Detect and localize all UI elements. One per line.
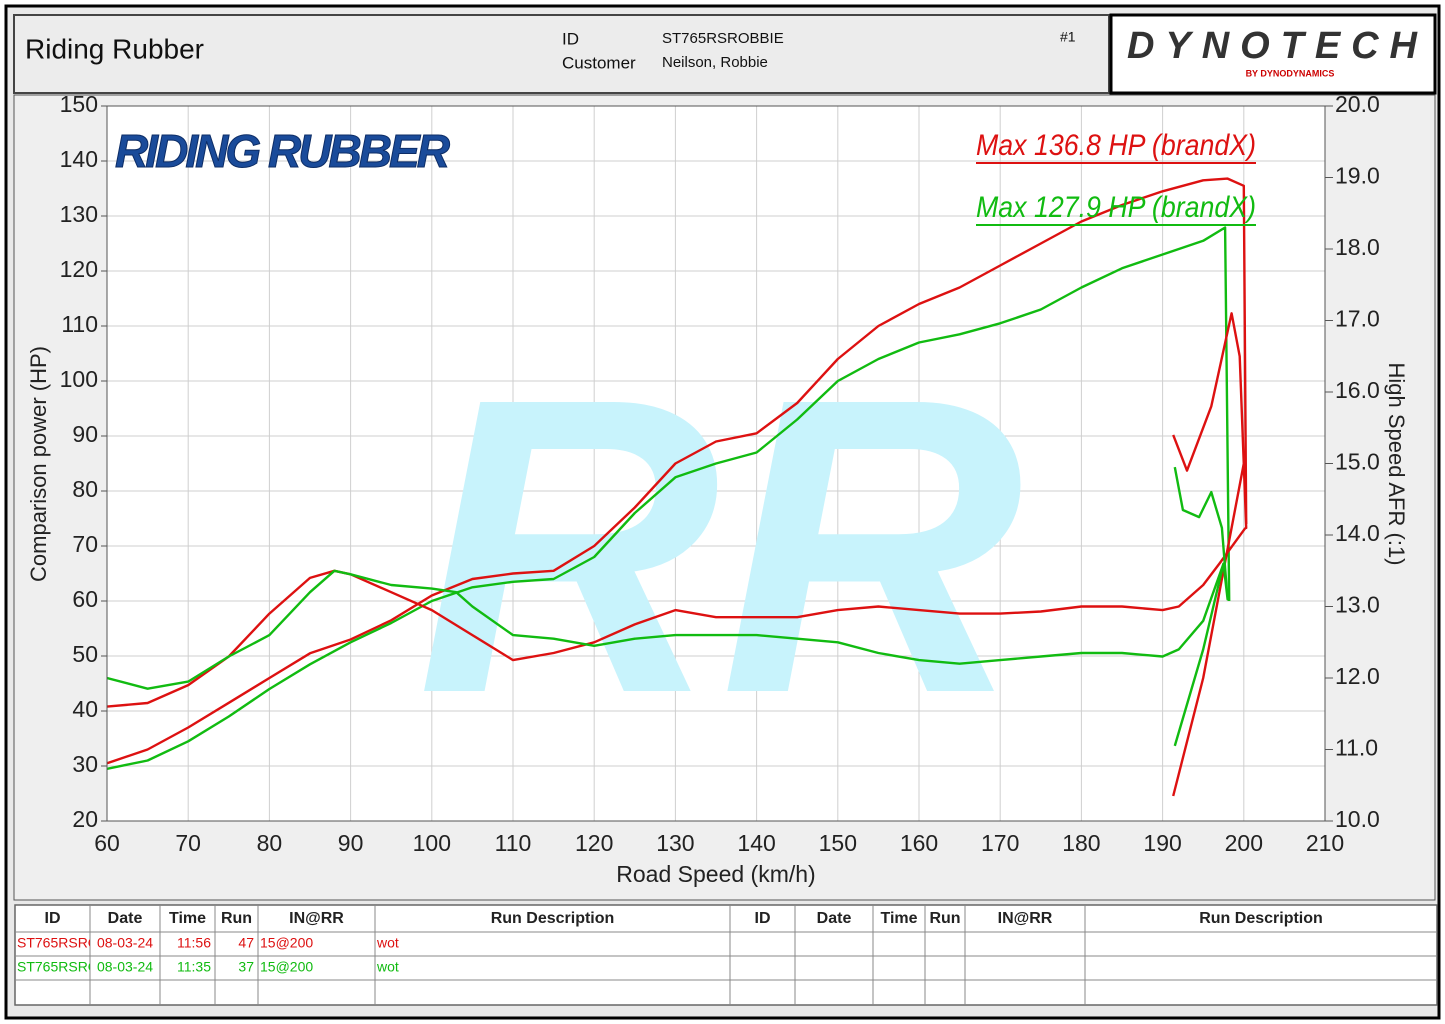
table-cell: 15@200	[260, 959, 313, 975]
y2-tick-label: 19.0	[1335, 163, 1380, 189]
table-header: IN@RR	[289, 910, 344, 927]
table-cell: ST765RSROBBIE	[17, 959, 131, 975]
series-line	[107, 226, 1231, 770]
series-line	[1173, 466, 1229, 747]
y2-tick-label: 20.0	[1335, 91, 1380, 117]
y-tick-label: 90	[72, 421, 98, 447]
x-tick-label: 90	[338, 830, 364, 856]
y-tick-label: 30	[72, 751, 98, 777]
x-tick-label: 140	[737, 830, 775, 856]
table-header: IN@RR	[998, 910, 1053, 927]
table-cell: 11:56	[177, 935, 211, 951]
table-cell: wot	[376, 935, 399, 951]
x-tick-label: 150	[819, 830, 857, 856]
x-tick-label: 110	[495, 830, 532, 856]
x-tick-label: 190	[1143, 830, 1181, 856]
y2-tick-label: 13.0	[1335, 592, 1380, 618]
y2-tick-label: 12.0	[1335, 663, 1380, 689]
table-header: Time	[169, 910, 206, 927]
id-value: ST765RSROBBIE	[662, 30, 784, 47]
x-axis-title: Road Speed (km/h)	[616, 861, 815, 887]
table-cell: ST765RSROBBIE	[17, 935, 131, 951]
x-tick-label: 80	[257, 830, 283, 856]
x-tick-label: 200	[1225, 830, 1263, 856]
y2-tick-label: 17.0	[1335, 306, 1380, 332]
x-tick-label: 180	[1062, 830, 1100, 856]
table-cell: 15@200	[260, 935, 313, 951]
x-tick-label: 120	[575, 830, 613, 856]
table-cell: 11:35	[177, 959, 211, 975]
x-tick-label: 210	[1306, 830, 1344, 856]
header-box	[13, 14, 1110, 94]
y-tick-label: 20	[72, 806, 98, 832]
run-table	[14, 904, 1438, 1006]
table-cell: wot	[376, 959, 399, 975]
watermark: RR	[417, 312, 1024, 781]
y-tick-label: 40	[72, 696, 98, 722]
y-axis-title: Comparison power (HP)	[26, 346, 51, 582]
logo-box	[1109, 13, 1437, 95]
y-tick-label: 130	[60, 201, 98, 227]
table-cell: 08-03-24	[97, 935, 153, 951]
y-tick-label: 140	[60, 146, 98, 172]
dynotech-sub: BY DYNODYNAMICS	[1246, 68, 1335, 78]
x-tick-label: 60	[94, 830, 120, 856]
series-line	[107, 563, 1225, 690]
customer-value: Neilson, Robbie	[662, 54, 768, 71]
table-header: Date	[817, 910, 852, 927]
series-line	[107, 177, 1248, 765]
table-header: ID	[755, 910, 771, 927]
y2-tick-label: 10.0	[1335, 806, 1380, 832]
x-tick-label: 170	[981, 830, 1019, 856]
table-header: Run Description	[491, 910, 615, 927]
y2-tick-label: 15.0	[1335, 449, 1380, 475]
table-cell: 08-03-24	[97, 959, 153, 975]
y-tick-label: 60	[72, 586, 98, 612]
table-cell: 47	[238, 935, 254, 951]
x-tick-label: 160	[900, 830, 938, 856]
riding-rubber-logo: RIDING RUBBER	[115, 125, 450, 177]
y2-tick-label: 16.0	[1335, 377, 1380, 403]
table-header: Time	[880, 910, 917, 927]
series-line	[107, 527, 1247, 708]
table-header: ID	[45, 910, 61, 927]
y-tick-label: 110	[61, 311, 98, 337]
y-tick-label: 80	[72, 476, 98, 502]
table-header: Run	[221, 910, 252, 927]
id-label: ID	[562, 29, 579, 48]
table-header: Run	[929, 910, 960, 927]
y-tick-label: 100	[60, 366, 98, 392]
table-cell: 37	[238, 959, 254, 975]
y-tick-label: 50	[72, 641, 98, 667]
y2-axis-title: High Speed AFR (:1)	[1384, 363, 1409, 566]
y-tick-label: 150	[60, 91, 98, 117]
y-tick-label: 70	[72, 531, 98, 557]
table-header: Date	[108, 910, 143, 927]
x-tick-label: 70	[175, 830, 201, 856]
max-annotation: Max 136.8 HP (brandX)	[976, 129, 1256, 162]
series-line	[1172, 312, 1248, 797]
y-tick-label: 120	[60, 256, 98, 282]
y2-tick-label: 14.0	[1335, 520, 1380, 546]
x-tick-label: 130	[656, 830, 694, 856]
x-tick-label: 100	[413, 830, 451, 856]
table-header: Run Description	[1199, 910, 1323, 927]
y2-tick-label: 11.0	[1335, 735, 1378, 761]
max-annotation: Max 127.9 HP (brandX)	[976, 191, 1256, 224]
customer-label: Customer	[562, 53, 636, 72]
report-number: #1	[1060, 29, 1076, 45]
report-title: Riding Rubber	[25, 33, 204, 64]
y2-tick-label: 18.0	[1335, 234, 1380, 260]
